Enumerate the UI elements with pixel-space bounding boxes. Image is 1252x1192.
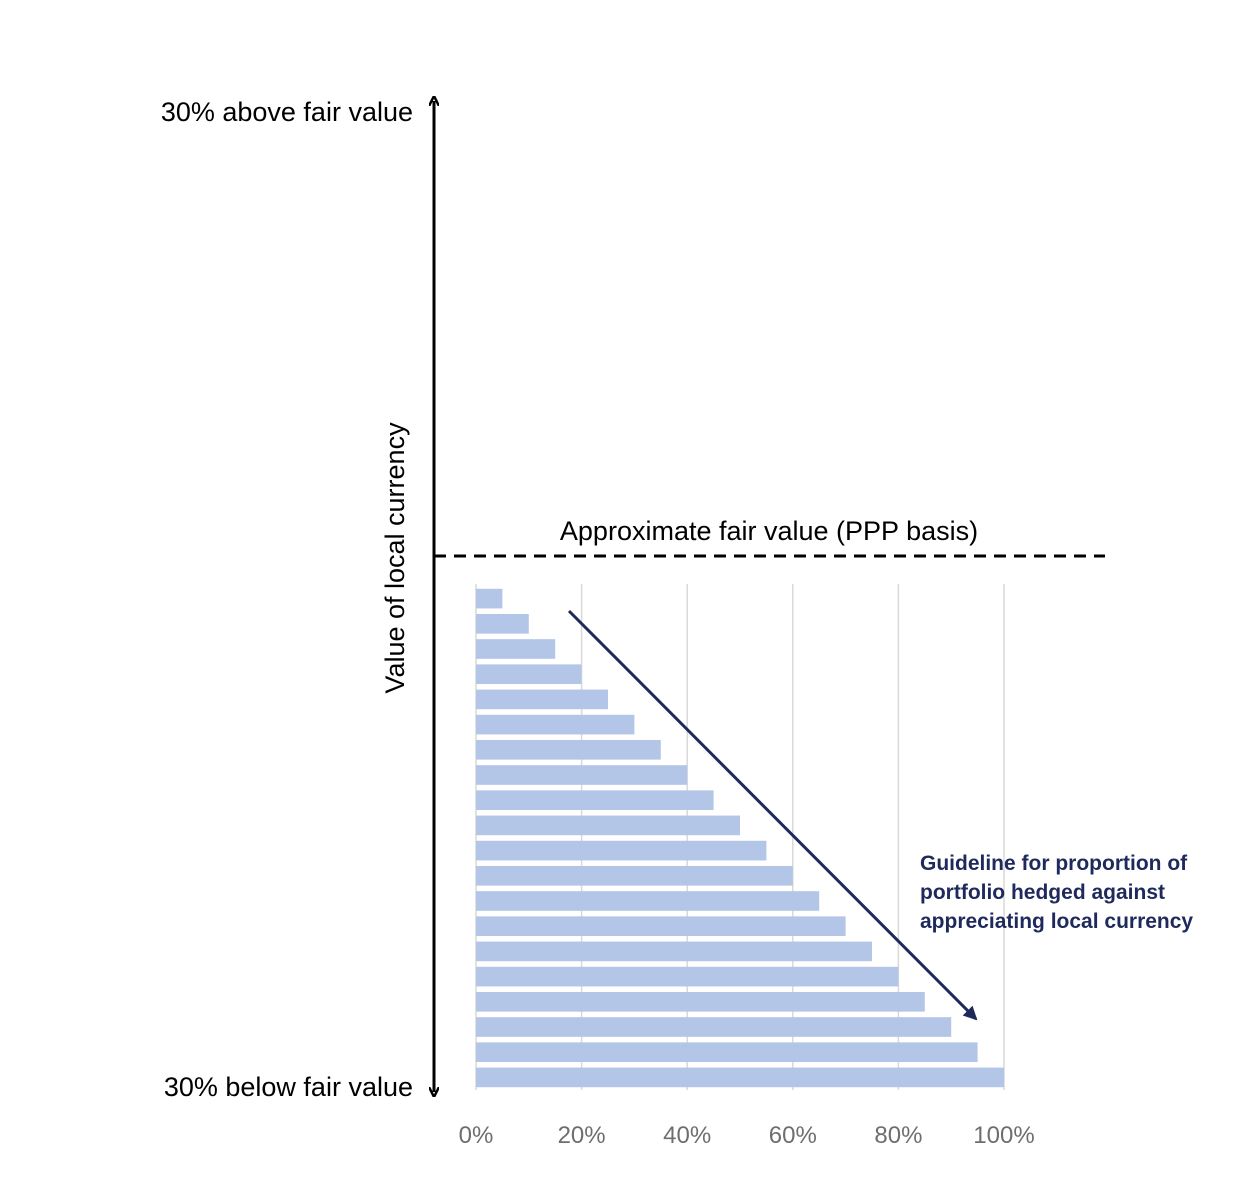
bar <box>476 1042 978 1063</box>
guideline-arrow <box>567 609 978 1021</box>
bar <box>476 765 688 785</box>
bar <box>476 664 582 685</box>
x-tick-label: 40% <box>663 1122 711 1149</box>
bar <box>476 815 740 836</box>
annotation-line-1: Guideline for proportion of <box>920 852 1188 875</box>
bar <box>476 1067 1004 1088</box>
bar <box>476 966 899 987</box>
x-tick-label: 20% <box>558 1122 606 1149</box>
bar <box>476 865 793 886</box>
fair-value-label: Approximate fair value (PPP basis) <box>560 516 978 546</box>
x-tick-label: 0% <box>459 1122 494 1149</box>
annotation-line-2: portfolio hedged against <box>920 881 1165 904</box>
x-axis-ticks: 0% 20% 40% 60% 80% 100% <box>459 1122 1035 1149</box>
guideline-annotation: Guideline for proportion of portfolio he… <box>920 852 1193 933</box>
bar <box>476 1017 952 1037</box>
vertical-gridlines <box>475 584 1005 1090</box>
bar <box>476 891 820 911</box>
bar <box>476 739 661 760</box>
y-axis-label: Value of local currency <box>380 422 410 694</box>
bar-series <box>476 588 1004 1088</box>
bar <box>476 613 529 634</box>
bar <box>476 916 846 937</box>
bar <box>476 714 635 735</box>
annotation-line-3: appreciating local currency <box>920 910 1193 933</box>
bar <box>476 639 556 659</box>
x-tick-label: 100% <box>973 1122 1034 1149</box>
bar <box>476 689 608 710</box>
bottom-label: 30% below fair value <box>164 1072 413 1102</box>
top-label: 30% above fair value <box>161 97 413 127</box>
bar <box>476 840 767 861</box>
x-tick-label: 60% <box>769 1122 817 1149</box>
bar <box>476 588 503 609</box>
bar <box>476 790 714 811</box>
x-tick-label: 80% <box>874 1122 922 1149</box>
bar <box>476 991 925 1012</box>
bar <box>476 941 872 962</box>
